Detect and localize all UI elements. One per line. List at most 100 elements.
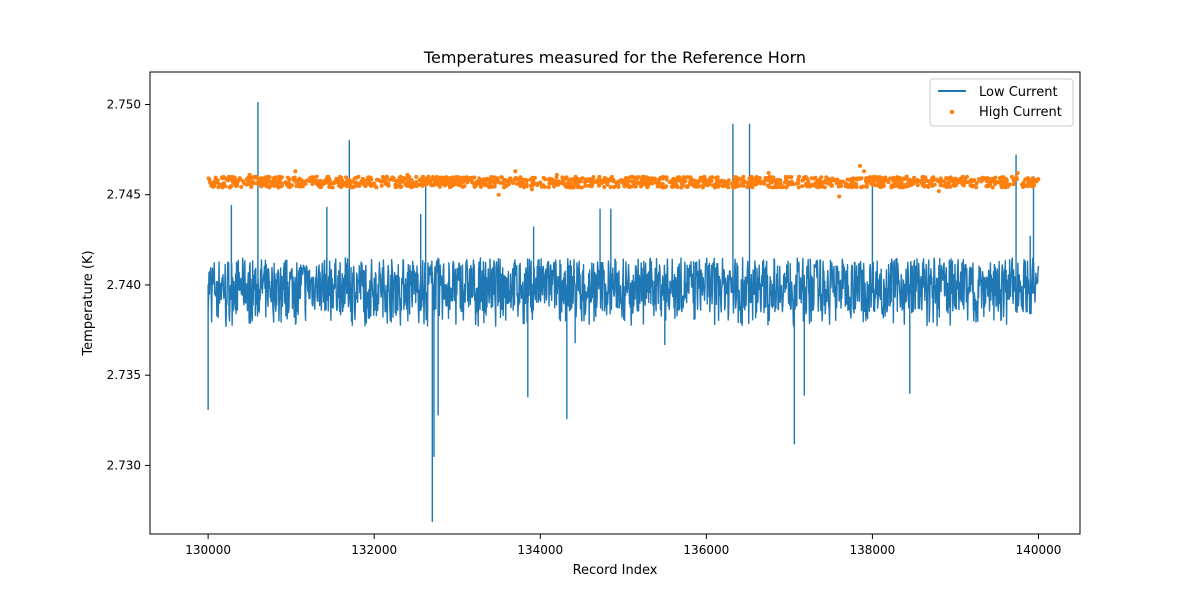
high-current-point: [472, 175, 477, 180]
high-current-point: [321, 182, 326, 187]
high-current-point: [685, 185, 690, 190]
high-current-point: [860, 184, 865, 189]
high-current-point: [229, 176, 234, 181]
high-current-point: [592, 179, 597, 184]
high-current-point: [344, 184, 349, 189]
high-current-point: [880, 177, 885, 182]
high-current-point: [782, 180, 787, 185]
high-current-point: [333, 179, 338, 184]
high-current-outlier-point: [554, 172, 559, 177]
high-current-point: [701, 176, 706, 181]
high-current-point: [895, 176, 900, 181]
high-current-point: [974, 181, 979, 186]
high-current-point: [797, 174, 802, 179]
high-current-point: [622, 177, 627, 182]
high-current-point: [1011, 178, 1016, 183]
high-current-point: [280, 183, 284, 188]
high-current-point: [552, 184, 557, 189]
high-current-point: [294, 184, 299, 189]
high-current-point: [381, 175, 386, 180]
high-current-outlier-point: [936, 189, 941, 194]
high-current-point: [547, 181, 552, 186]
high-current-point: [319, 185, 324, 190]
high-current-point: [410, 179, 415, 184]
high-current-point: [785, 183, 790, 188]
high-current-point: [803, 183, 808, 188]
high-current-point: [976, 177, 981, 182]
high-current-point: [277, 180, 282, 185]
high-current-point: [597, 179, 602, 184]
high-current-point: [851, 176, 856, 181]
high-current-point: [733, 185, 738, 190]
high-current-point: [715, 175, 720, 180]
high-current-point: [964, 174, 969, 179]
high-current-point: [413, 183, 418, 188]
x-axis-label: Record Index: [573, 563, 658, 578]
high-current-point: [477, 176, 482, 181]
high-current-point: [1031, 179, 1036, 184]
high-current-point: [985, 176, 990, 181]
high-current-point: [477, 181, 482, 186]
high-current-point: [443, 176, 448, 181]
high-current-point: [660, 182, 665, 187]
high-current-point: [285, 175, 290, 180]
high-current-point: [959, 176, 964, 181]
high-current-point: [253, 175, 258, 180]
high-current-point: [708, 175, 713, 180]
high-current-point: [306, 178, 311, 183]
high-current-point: [688, 175, 693, 180]
high-current-point: [268, 181, 273, 186]
high-current-point: [417, 182, 422, 187]
high-current-point: [480, 181, 485, 186]
high-current-point: [774, 185, 779, 190]
high-current-point: [949, 178, 954, 183]
high-current-point: [438, 175, 443, 180]
high-current-point: [454, 175, 459, 180]
high-current-point: [854, 177, 859, 182]
high-current-point: [616, 184, 621, 189]
high-current-point: [664, 177, 669, 182]
high-current-point: [292, 177, 297, 182]
high-current-point: [393, 185, 398, 190]
y-axis-label: Temperature (K): [81, 250, 96, 356]
high-current-point: [1007, 182, 1012, 187]
high-current-point: [586, 183, 591, 188]
high-current-point: [530, 175, 535, 180]
high-current-point: [675, 184, 680, 189]
high-current-point: [344, 175, 349, 180]
high-current-point: [607, 178, 612, 183]
high-current-point: [513, 177, 518, 182]
high-current-point: [946, 180, 951, 185]
high-current-point: [650, 181, 655, 186]
high-current-point: [758, 179, 763, 184]
high-current-point: [784, 177, 789, 182]
high-current-point: [541, 184, 546, 189]
high-current-point: [628, 184, 633, 189]
high-current-point: [819, 175, 824, 180]
high-current-point: [499, 175, 504, 180]
y-tick-label: 2.740: [107, 278, 141, 292]
high-current-point: [524, 182, 529, 187]
high-current-point: [650, 176, 655, 181]
chart-title: Temperatures measured for the Reference …: [423, 48, 806, 67]
high-current-point: [870, 175, 875, 180]
high-current-point: [338, 180, 343, 185]
high-current-point: [350, 179, 355, 184]
high-current-point: [677, 177, 682, 182]
x-tick-label: 140000: [1016, 543, 1062, 557]
high-current-point: [206, 176, 211, 181]
high-current-point: [876, 177, 881, 182]
high-current-point: [277, 174, 282, 179]
high-current-point: [497, 180, 502, 185]
high-current-point: [579, 176, 584, 181]
high-current-point: [830, 183, 835, 188]
high-current-point: [852, 181, 857, 186]
high-current-point: [807, 183, 812, 188]
high-current-point: [275, 184, 280, 189]
high-current-point: [896, 183, 901, 188]
high-current-point: [379, 183, 384, 188]
high-current-point: [763, 175, 768, 180]
high-current-point: [632, 175, 637, 180]
y-tick-label: 2.735: [107, 368, 141, 382]
y-tick-label: 2.750: [107, 97, 141, 111]
